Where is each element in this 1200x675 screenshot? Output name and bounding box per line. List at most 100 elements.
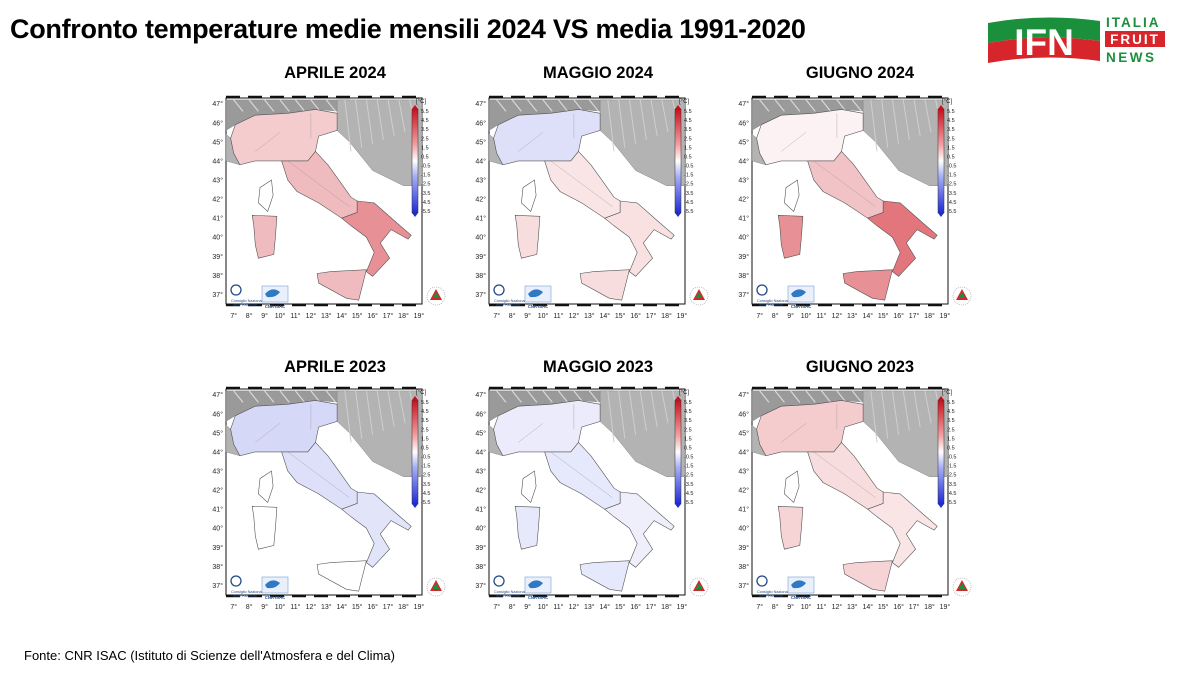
source-footnote: Fonte: CNR ISAC (Istituto di Scienze del… bbox=[24, 648, 395, 663]
cnr-logo-icon bbox=[493, 575, 505, 587]
relief-texture bbox=[365, 99, 374, 144]
lon-label: 9° bbox=[787, 603, 794, 611]
colorbar-tick: -0.5 bbox=[947, 455, 956, 461]
cnr-org-line1: Consiglio Nazionale bbox=[231, 590, 265, 594]
colorbar-top-arrow bbox=[675, 105, 681, 109]
lat-label: 43° bbox=[212, 468, 223, 476]
colorbar bbox=[937, 399, 945, 505]
panel-title-apr-2023: APRILE 2023 bbox=[284, 358, 386, 376]
colorbar-tick: 2.5 bbox=[421, 136, 429, 142]
colorbar-tick: -4.5 bbox=[684, 491, 693, 497]
colorbar-tick: 1.5 bbox=[684, 436, 692, 442]
lat-label: 42° bbox=[475, 196, 486, 204]
relief-texture bbox=[279, 390, 290, 403]
lon-label: 13° bbox=[584, 312, 595, 320]
colorbar-tick: -4.5 bbox=[421, 200, 430, 206]
logo-green-band bbox=[988, 17, 1100, 43]
colorbar bbox=[411, 108, 419, 214]
lon-label: 17° bbox=[909, 312, 920, 320]
lon-label: 19° bbox=[677, 312, 688, 320]
region-sardinia bbox=[514, 505, 541, 550]
lon-label: 13° bbox=[847, 603, 858, 611]
isac-logo-icon bbox=[265, 289, 280, 298]
emblem-inner bbox=[958, 292, 966, 298]
relief-texture bbox=[774, 99, 785, 112]
lon-label: 12° bbox=[569, 603, 580, 611]
panel-title-jun-2023: GIUGNO 2023 bbox=[805, 358, 915, 376]
lat-label: 45° bbox=[738, 138, 749, 146]
civil-protection-emblem bbox=[689, 577, 709, 597]
region-sicily bbox=[579, 269, 630, 301]
lat-label: 39° bbox=[738, 544, 749, 552]
lon-label: 13° bbox=[847, 312, 858, 320]
lon-label: 12° bbox=[569, 312, 580, 320]
relief-texture bbox=[618, 99, 626, 148]
lon-label: 8° bbox=[246, 603, 253, 611]
civil-protection-emblem bbox=[689, 286, 709, 306]
internal-borders bbox=[518, 404, 613, 498]
lat-label: 44° bbox=[738, 157, 749, 165]
isac-label: CNR ISAC bbox=[528, 595, 548, 600]
colorbar-top-arrow bbox=[938, 396, 944, 400]
lat-label: 41° bbox=[212, 506, 223, 514]
lon-label: 17° bbox=[383, 603, 394, 611]
relief-texture bbox=[325, 390, 337, 403]
colorbar-tick: -0.5 bbox=[684, 455, 693, 461]
lon-label: 8° bbox=[509, 603, 516, 611]
colorbar-tick: -5.5 bbox=[421, 500, 430, 506]
lon-label: 12° bbox=[306, 603, 317, 611]
lat-label: 44° bbox=[475, 448, 486, 456]
region-sicily bbox=[316, 560, 367, 592]
relief-texture bbox=[248, 390, 259, 403]
internal-borders bbox=[518, 113, 613, 207]
lat-label: 39° bbox=[212, 253, 223, 261]
lon-label: 15° bbox=[615, 603, 626, 611]
cnr-logo-icon bbox=[756, 575, 768, 587]
lon-label: 15° bbox=[352, 312, 363, 320]
cnr-org-line2: delle Ricerche bbox=[233, 594, 257, 598]
colorbar-tick: 1.5 bbox=[421, 145, 429, 151]
relief-texture bbox=[820, 390, 832, 403]
isac-label: CNR ISAC bbox=[265, 595, 285, 600]
relief-texture bbox=[805, 99, 816, 112]
lat-label: 46° bbox=[475, 119, 486, 127]
lon-label: 12° bbox=[306, 312, 317, 320]
logo-letters: IFN bbox=[1014, 22, 1074, 63]
lon-label: 8° bbox=[509, 312, 516, 320]
civil-protection-emblem bbox=[426, 577, 446, 597]
emblem-inner bbox=[432, 583, 440, 589]
isac-label: CNR ISAC bbox=[791, 595, 811, 600]
relief-texture bbox=[891, 99, 900, 144]
region-north bbox=[230, 400, 338, 457]
colorbar-tick: -5.5 bbox=[947, 500, 956, 506]
colorbar-tick: 0.5 bbox=[684, 154, 692, 160]
lat-label: 37° bbox=[475, 582, 486, 590]
colorbar-tick: -5.5 bbox=[947, 209, 956, 215]
lon-label: 18° bbox=[924, 603, 935, 611]
lon-label: 12° bbox=[832, 312, 843, 320]
colorbar-unit: [°C] bbox=[679, 99, 689, 105]
lat-label: 40° bbox=[475, 525, 486, 533]
colorbar-tick: 3.5 bbox=[947, 127, 955, 133]
colorbar-tick: 3.5 bbox=[684, 127, 692, 133]
relief-texture bbox=[607, 99, 615, 152]
isac-logo-icon bbox=[528, 580, 543, 589]
lat-label: 45° bbox=[475, 429, 486, 437]
lon-label: 18° bbox=[661, 312, 672, 320]
lat-label: 39° bbox=[475, 544, 486, 552]
region-sardinia bbox=[251, 505, 278, 550]
map-panel-may-2024: 47° 46° 45° 44° 43° 42° 41° 40° 39° 38° 37° 7° 8° 9° 1… bbox=[467, 92, 719, 324]
lat-label: 41° bbox=[738, 215, 749, 223]
isac-logo-icon bbox=[528, 289, 543, 298]
lat-label: 44° bbox=[212, 157, 223, 165]
colorbar-tick: 2.5 bbox=[947, 427, 955, 433]
lon-label: 13° bbox=[321, 312, 332, 320]
lon-label: 15° bbox=[878, 603, 889, 611]
lon-label: 19° bbox=[940, 603, 951, 611]
cnr-org-line2: delle Ricerche bbox=[233, 303, 257, 307]
region-south bbox=[867, 491, 938, 568]
lat-label: 42° bbox=[212, 487, 223, 495]
isac-label: CNR ISAC bbox=[528, 304, 548, 309]
map-panel-jun-2024: 47° 46° 45° 44° 43° 42° 41° 40° 39° 38° 37° 7° 8° 9° 1… bbox=[730, 92, 982, 324]
colorbar bbox=[674, 399, 682, 505]
